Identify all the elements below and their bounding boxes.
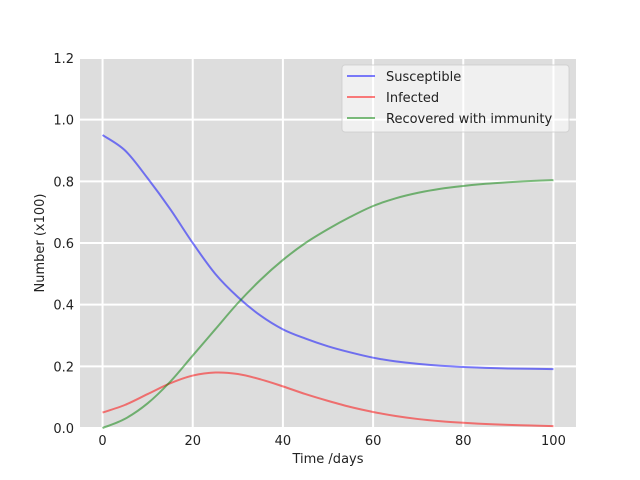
tick-labels: 0 20 40 60 80 100 0.0 0.2 0.4 0.6 0.8 1.0 1.2 — [53, 52, 566, 449]
series-line-recovered-with-immunity — [102, 179, 554, 429]
x-tick-label: 40 — [275, 434, 292, 449]
x-tick-label: 20 — [184, 434, 201, 449]
legend-entry: Susceptible — [386, 70, 461, 85]
legend-box — [341, 64, 570, 133]
series-line-infected — [102, 371, 554, 428]
y-tick-label: 0.8 — [53, 175, 74, 190]
series-line-susceptible — [101, 134, 554, 371]
y-tick-label: 1.0 — [53, 114, 74, 129]
x-tick-label: 60 — [365, 434, 382, 449]
x-tick-label: 0 — [98, 434, 106, 449]
legend-entry: Recovered with immunity — [386, 112, 553, 127]
series-lines — [101, 134, 554, 429]
x-tick-label: 100 — [541, 434, 566, 449]
y-axis-label: Number (x100) — [33, 193, 48, 292]
legend: Susceptible Infected Recovered with immuni… — [341, 64, 570, 133]
y-tick-label: 0.0 — [53, 422, 74, 437]
x-axis-label: Time /days — [291, 452, 363, 467]
x-tick-label: 80 — [455, 434, 472, 449]
y-tick-label: 0.4 — [53, 299, 74, 314]
y-tick-label: 0.6 — [53, 237, 74, 252]
y-tick-label: 0.2 — [53, 360, 74, 375]
y-tick-label: 1.2 — [53, 52, 74, 67]
legend-entry: Infected — [386, 91, 439, 106]
